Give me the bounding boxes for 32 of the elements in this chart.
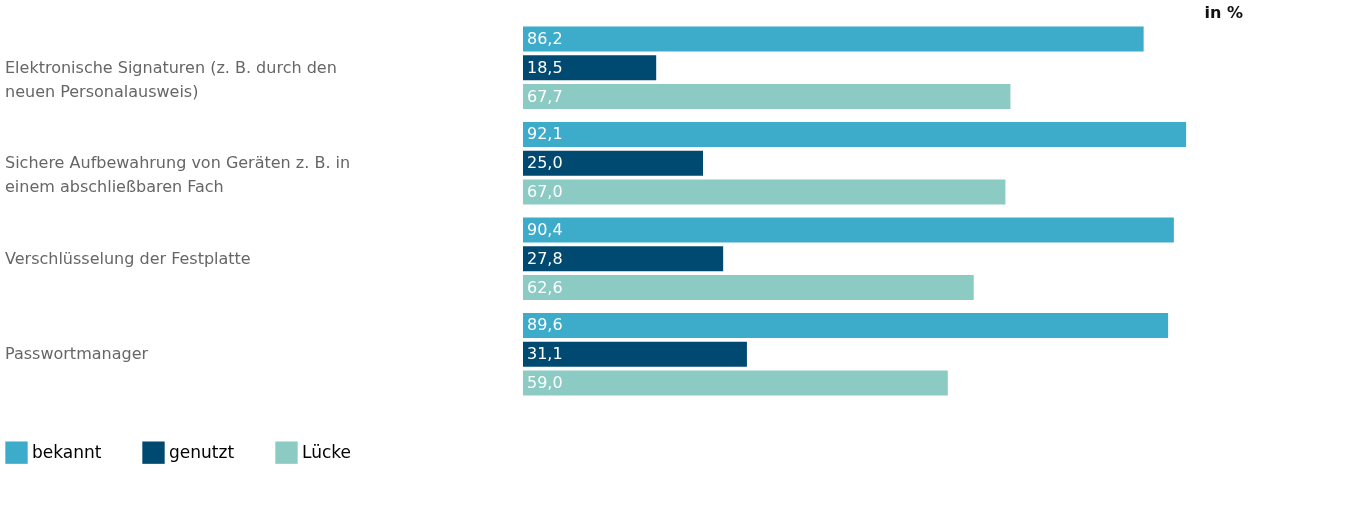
data-label: 59,0 (527, 372, 563, 392)
bar (523, 150, 703, 176)
data-label: 67,0 (527, 182, 563, 202)
data-label: 86,2 (527, 29, 563, 49)
bar (523, 217, 1174, 243)
y-tick-label: Elektronische Signaturen (z. B. durch den neuen Personalausweis) (5, 57, 337, 101)
data-label: 25,0 (527, 153, 563, 173)
bar (523, 246, 724, 272)
bar (523, 275, 974, 301)
y-tick-label: Verschlüsselung der Festplatte (5, 248, 251, 268)
data-label: 92,1 (527, 124, 563, 144)
legend-label: Lücke (302, 441, 351, 462)
y-tick-label: Passwortmanager (5, 344, 149, 364)
bar (523, 84, 1011, 110)
data-label: 27,8 (527, 248, 563, 268)
bar (523, 26, 1144, 52)
data-label: 90,4 (527, 219, 563, 239)
data-label: 89,6 (527, 315, 563, 335)
legend-label: genutzt (169, 441, 235, 462)
bar (523, 179, 1006, 205)
text: in % (1204, 3, 1243, 22)
data-label: 67,7 (527, 86, 563, 106)
data-label: 31,1 (527, 344, 563, 364)
data-label: 62,6 (527, 277, 563, 297)
bar (523, 121, 1187, 147)
bar (523, 55, 657, 81)
data-label: 18,5 (527, 57, 563, 77)
y-tick-label: Sichere Aufbewahrung von Geräten z. B. in einem abschließbaren Fach (5, 153, 351, 197)
legend-label: bekannt (32, 441, 102, 462)
bar (523, 312, 1169, 338)
bar (523, 370, 948, 396)
bar (523, 341, 747, 367)
